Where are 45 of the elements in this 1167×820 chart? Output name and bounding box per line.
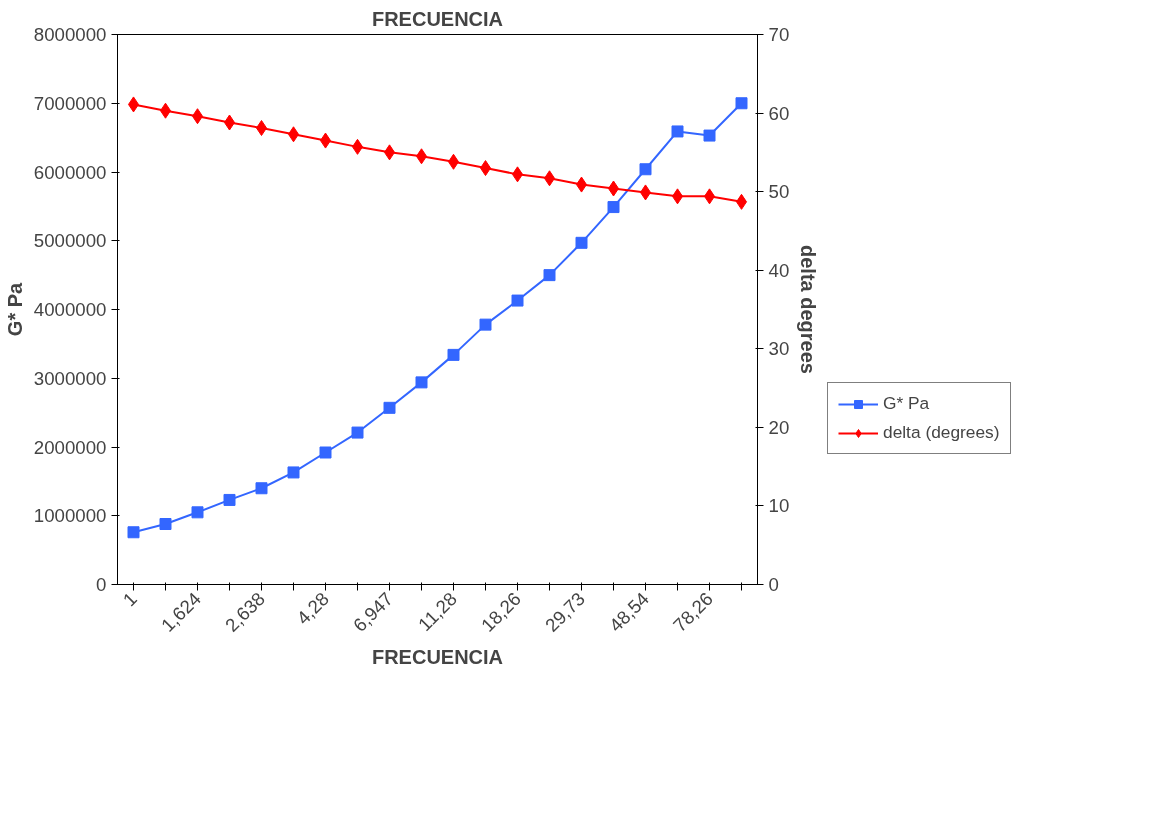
y-tick-label: 6000000 <box>33 161 107 183</box>
point <box>735 97 748 110</box>
point <box>639 163 652 176</box>
y2-axis-title: delta degrees <box>797 245 820 374</box>
y2-tick-label: 30 <box>768 338 790 360</box>
point <box>671 125 684 138</box>
y2-tick-label: 40 <box>768 259 790 281</box>
legend-label: delta (degrees) <box>883 422 1000 443</box>
y-tick-label: 4000000 <box>33 299 107 320</box>
point <box>415 376 428 389</box>
chart-title: FRECUENCIA <box>371 7 504 30</box>
y2-tick-label: 70 <box>768 24 790 45</box>
y2-tick-label: 60 <box>768 102 790 124</box>
point <box>511 294 524 307</box>
point <box>351 426 364 439</box>
y2-tick-label: 20 <box>768 416 790 438</box>
y-tick-label: 5000000 <box>33 230 107 252</box>
y-tick-label: 2000000 <box>33 436 107 458</box>
point <box>223 493 236 506</box>
legend-label: G* Pa <box>883 393 930 414</box>
y2-tick-label: 10 <box>768 495 790 517</box>
y-tick-label: 1000000 <box>33 505 107 527</box>
x-tick-label: 4,28 <box>292 588 333 629</box>
point <box>703 129 716 142</box>
x-tick-label: 1 <box>118 588 141 611</box>
point <box>447 348 460 361</box>
point <box>127 526 140 539</box>
y2-tick-label: 0 <box>768 574 779 595</box>
point <box>255 482 268 495</box>
y-tick-label: 3000000 <box>33 367 107 389</box>
y-axis-title: G* Pa <box>3 281 26 337</box>
y-tick-label: 8000000 <box>33 24 107 45</box>
y-tick-label: 0 <box>96 574 107 595</box>
point <box>543 269 556 282</box>
point <box>319 446 332 459</box>
x-axis-title: FRECUENCIA <box>371 645 504 668</box>
point <box>159 518 172 530</box>
point <box>287 466 300 479</box>
y-tick-label: 7000000 <box>33 92 107 114</box>
point <box>383 401 396 414</box>
point <box>479 318 492 331</box>
y2-tick-label: 50 <box>768 181 790 203</box>
point <box>575 236 588 249</box>
point <box>607 201 620 214</box>
point <box>191 506 204 519</box>
